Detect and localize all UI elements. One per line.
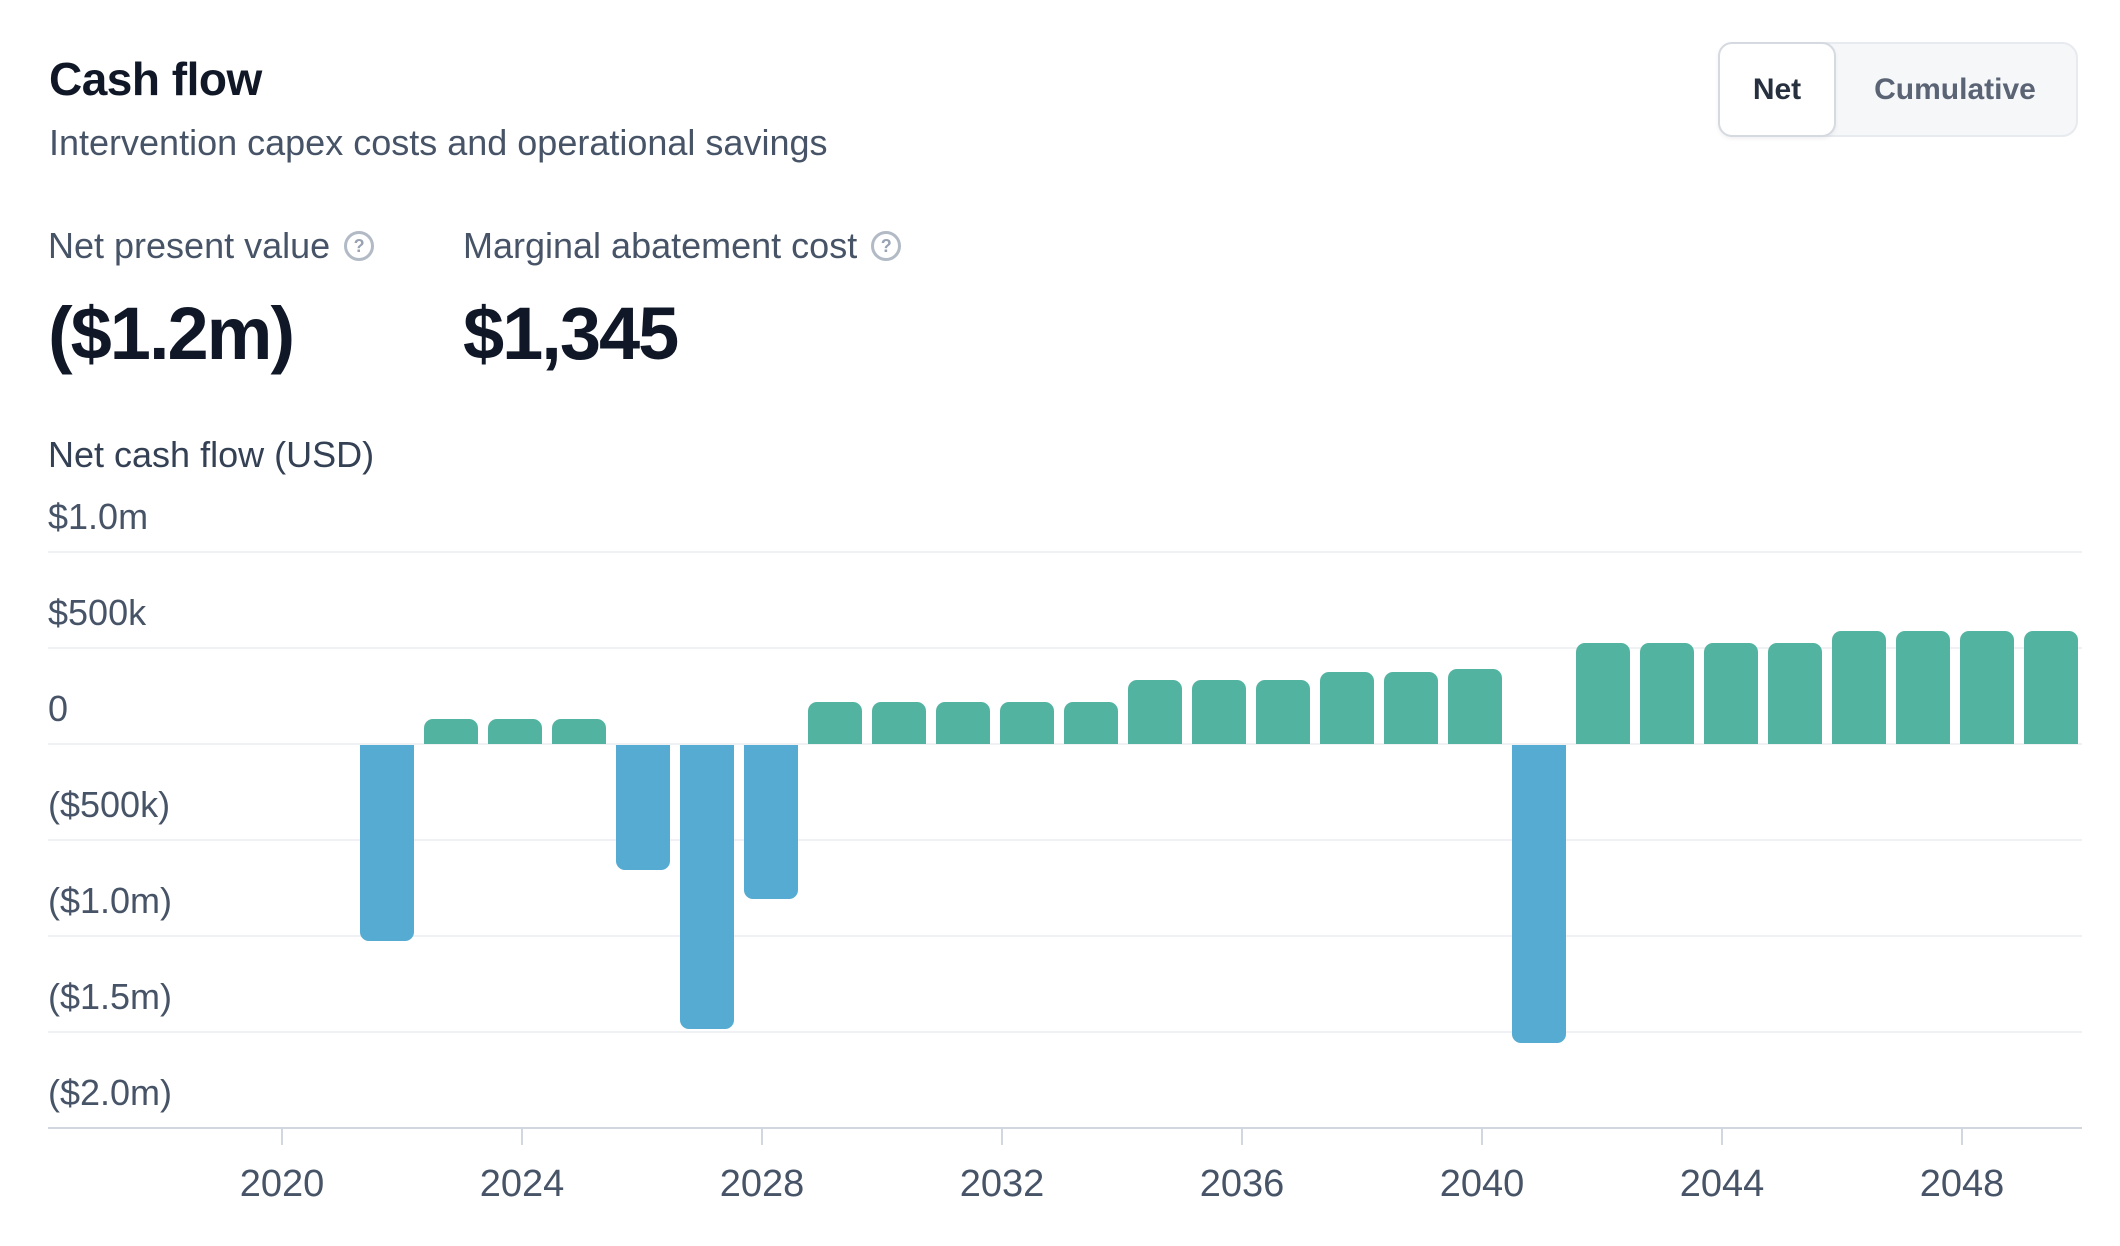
bar-2048[interactable] [2024, 631, 2078, 744]
x-tick-2032 [1001, 1129, 1003, 1145]
bar-2046[interactable] [1896, 631, 1950, 744]
x-axis-label-2024: 2024 [479, 1163, 565, 1205]
bar-2032[interactable] [1000, 702, 1054, 744]
x-tick-2028 [761, 1129, 763, 1145]
bar-2022[interactable] [360, 745, 414, 941]
bar-2024[interactable] [488, 719, 542, 744]
mac-help-icon[interactable]: ? [871, 231, 902, 261]
bar-2023[interactable] [424, 719, 478, 744]
bar-2033[interactable] [1064, 702, 1118, 744]
y-axis-title: Net cash flow (USD) [48, 434, 375, 475]
toggle-option-net[interactable]: Net [1718, 42, 1836, 137]
bar-2026[interactable] [616, 745, 670, 870]
x-axis-label-2032: 2032 [959, 1163, 1045, 1205]
x-tick-2020 [281, 1129, 283, 1145]
page-title: Cash flow [49, 53, 262, 105]
x-tick-2048 [1961, 1129, 1963, 1145]
x-axis-label-2020: 2020 [239, 1163, 325, 1205]
bar-2041[interactable] [1576, 643, 1630, 744]
y-axis-label-($500k): ($500k) [48, 784, 171, 825]
x-tick-2036 [1241, 1129, 1243, 1145]
x-tick-2024 [521, 1129, 523, 1145]
bar-2038[interactable] [1384, 672, 1438, 744]
toggle-option-cumulative[interactable]: Cumulative [1874, 72, 2036, 106]
gridline-($1.0m) [48, 935, 2082, 937]
net-cumulative-toggle: Net Cumulative [1718, 42, 2078, 137]
x-tick-2040 [1481, 1129, 1483, 1145]
x-axis-label-2040: 2040 [1439, 1163, 1525, 1205]
bar-2028[interactable] [744, 745, 798, 899]
npv-help-icon[interactable]: ? [344, 231, 375, 261]
bar-2035[interactable] [1192, 680, 1246, 744]
bar-2036[interactable] [1256, 680, 1310, 744]
bar-2039[interactable] [1448, 669, 1502, 744]
x-axis-label-2036: 2036 [1199, 1163, 1285, 1205]
x-tick-2044 [1721, 1129, 1723, 1145]
x-axis-label-2048: 2048 [1919, 1163, 2005, 1205]
bar-2045[interactable] [1832, 631, 1886, 744]
page-subtitle: Intervention capex costs and operational… [49, 122, 828, 163]
mac-label: Marginal abatement cost [463, 225, 858, 266]
y-axis-label-$500k: $500k [48, 592, 147, 633]
gridline-$1.0m [48, 551, 2082, 553]
npv-stat: Net present value ? ($1.2m) [48, 225, 375, 376]
bar-2044[interactable] [1768, 643, 1822, 744]
npv-value: ($1.2m) [48, 292, 295, 375]
x-axis-label-2028: 2028 [719, 1163, 805, 1205]
x-axis-line [48, 1127, 2082, 1129]
bar-2042[interactable] [1640, 643, 1694, 744]
y-axis-label-$1.0m: $1.0m [48, 496, 149, 537]
bar-2029[interactable] [808, 702, 862, 744]
y-axis-label-($1.0m): ($1.0m) [48, 880, 173, 921]
bar-2040[interactable] [1512, 745, 1566, 1043]
bar-2025[interactable] [552, 719, 606, 744]
bar-2030[interactable] [872, 702, 926, 744]
bar-2027[interactable] [680, 745, 734, 1029]
gridline-$500k [48, 647, 2082, 649]
bar-2037[interactable] [1320, 672, 1374, 744]
bar-2034[interactable] [1128, 680, 1182, 744]
mac-value: $1,345 [463, 292, 679, 375]
y-axis-label-($2.0m): ($2.0m) [48, 1072, 173, 1113]
bar-2043[interactable] [1704, 643, 1758, 744]
gridline-($1.5m) [48, 1031, 2082, 1033]
npv-label: Net present value [48, 225, 331, 266]
bar-2031[interactable] [936, 702, 990, 744]
mac-stat: Marginal abatement cost ? $1,345 [463, 225, 902, 376]
gridline-0 [48, 743, 2082, 745]
x-axis-label-2044: 2044 [1679, 1163, 1765, 1205]
bar-2047[interactable] [1960, 631, 2014, 744]
gridline-($500k) [48, 839, 2082, 841]
y-axis-label-($1.5m): ($1.5m) [48, 976, 173, 1017]
y-axis-label-0: 0 [48, 688, 69, 729]
